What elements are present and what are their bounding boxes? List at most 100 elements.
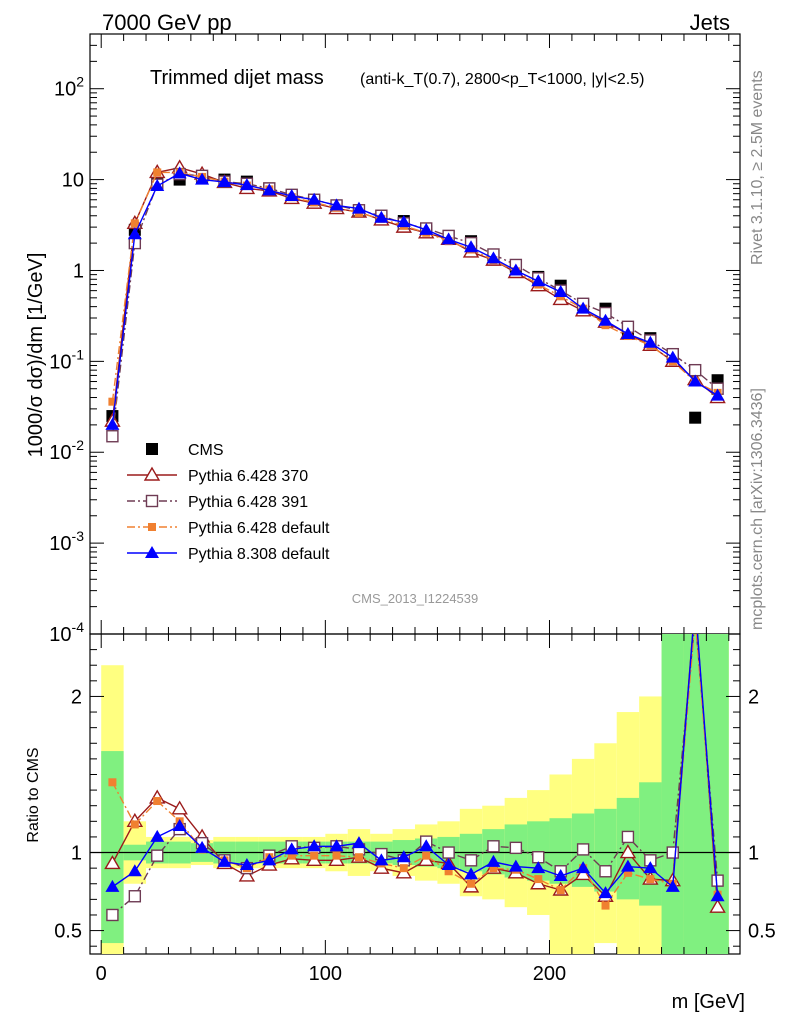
data-point-p8default [598,313,613,326]
data-point-p8default [239,178,254,191]
x-tick-label: 0 [96,963,107,985]
ratio-point-p8default [329,839,344,852]
ratio-point-p391 [599,865,612,878]
legend-label: CMS [188,442,224,459]
y-tick-label: 1 [73,260,84,282]
ratio-point-p391 [711,874,724,887]
ratio-point-p8default [150,829,165,842]
data-point-p8default [217,175,232,188]
ratio-series-p8default [105,596,725,902]
data-point-p6default [130,219,139,228]
legend-entry-cms: CMS [146,442,224,459]
legend-label: Pythia 6.428 370 [188,468,308,485]
data-point-p8default [150,179,165,192]
ratio-point-p8default [172,819,187,831]
ratio-point-p370 [619,844,637,859]
ratio-point-p370 [709,898,726,913]
uncertainty-band-inner [661,634,684,954]
y-axis-title: 1000/σ dσ)/dm [1/GeV] [25,253,47,458]
data-point-p8default [531,274,546,287]
ratio-point-p391 [509,841,523,855]
ratio-point-p391 [576,843,590,856]
ratio-point-p391 [666,846,679,859]
data-point-p8default [643,335,658,348]
ratio-point-p8default [643,861,658,874]
ratio-point-p6default [310,851,319,860]
ratio-point-p8default [105,879,120,892]
y-tick-label: 10-1 [49,346,84,373]
legend: CMS Pythia 6.428 370 Pythia 6.428 391 Pythi… [127,442,330,563]
ratio-point-p391 [532,851,545,864]
uncertainty-band-inner [683,634,729,954]
ratio-point-p391 [128,890,142,903]
x-tick-label: 100 [309,963,342,985]
data-point-p8default [105,417,120,430]
series-line-p370 [111,167,719,422]
ratio-point-p370 [688,596,702,608]
ratio-point-p6default [287,851,296,860]
ratio-line-p370 [111,634,719,908]
ratio-line-p6default [111,634,719,907]
y-tick-label: 10-4 [49,619,84,646]
data-point-p8default [710,388,725,401]
data-point-p8default [172,166,187,179]
series-line-p8default [111,172,718,425]
x-axis-title: m [GeV] [672,991,745,1013]
ratio-point-p391 [151,849,164,862]
ratio-point-p6default [444,867,453,876]
ratio-point-p370 [171,800,188,815]
header-left: 7000 GeV pp [102,10,232,35]
data-point-p8default [374,210,389,223]
legend-marker-p391 [145,494,159,508]
data-point-p8default [688,374,703,387]
ratio-point-p8default [239,858,254,871]
ratio-point-p6default [623,868,632,877]
ratio-point-p370 [238,867,256,882]
data-point-p8default [284,188,299,201]
legend-entry-p8default: Pythia 8.308 default [127,546,330,563]
ratio-y-tick-label-right: 0.5 [748,921,776,943]
legend-marker-p6default [148,523,156,531]
y-tick-label: 10-3 [49,528,84,555]
ratio-point-p370 [104,855,121,870]
ratio-point-p6default [153,797,162,806]
ratio-point-p6default [556,886,565,894]
ratio-point-p6default [489,864,498,873]
series-p391 [106,167,724,443]
ratio-point-p8default [576,861,591,874]
series-line-p391 [111,173,719,437]
plot-title-cuts: (anti-k_T(0.7), 2800<p_T<1000, |y|<2.5) [360,71,644,88]
data-point-p391 [688,363,702,377]
ratio-point-p391 [464,854,478,867]
ratio-point-p6default [130,820,139,829]
data-point-p8default [508,263,523,276]
legend-label: Pythia 6.428 default [188,520,330,537]
ratio-point-p8default [553,868,568,881]
ratio-point-p8default [688,596,702,608]
ratio-plot: 0.5 0.5 1 1 2 2 0 100 200 [54,596,776,985]
ratio-point-p6default [399,864,408,873]
ratio-point-p6default [534,875,543,884]
data-point-p8default [195,172,210,185]
ratio-point-p6default [332,851,341,860]
y-tick-label: 10 [62,170,84,192]
data-point-p8default [307,192,322,205]
data-point-p8default [396,215,411,228]
series-p6default [108,168,722,406]
data-point-p8default [127,227,142,240]
uncertainty-band-inner [639,782,662,906]
ratio-point-p8default [351,836,366,849]
uncertainty-band-inner [101,751,124,944]
series-line-p6default [111,171,718,402]
legend-label: Pythia 8.308 default [188,546,330,563]
rivet-label: Rivet 3.1.10, ≥ 2.5M events [749,70,766,265]
ratio-y-tick-label-right: 2 [748,686,759,708]
series-cms [106,171,724,424]
data-point-p8default [553,284,568,297]
ratio-y-axis-title: Ratio to CMS [25,747,42,842]
analysis-watermark: CMS_2013_I1224539 [352,591,479,606]
ratio-line-p391 [111,634,719,916]
ratio-point-p6default [422,851,431,860]
ratio-point-p6default [601,901,610,910]
